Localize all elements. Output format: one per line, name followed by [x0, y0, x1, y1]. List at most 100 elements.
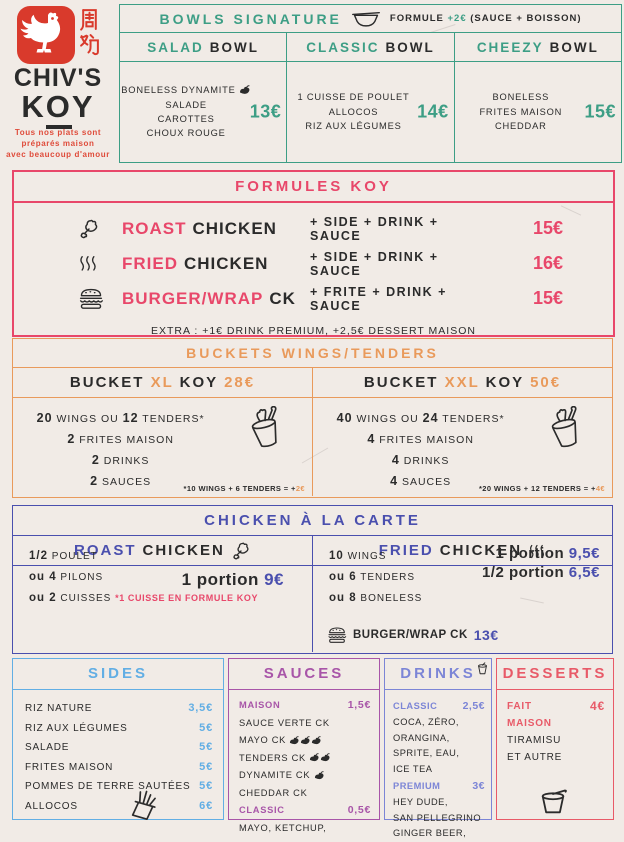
price: 1,5€ [347, 699, 371, 711]
menu-item: POMMES DE TERRE SAUTÉES 5€ [25, 777, 213, 797]
price: 3€ [472, 780, 485, 792]
sides-section: SIDES RIZ NATURE 3,5€ RIZ AUX LÉGUMES 5€ SAL… [12, 658, 224, 823]
menu-item: BONELESS [492, 92, 550, 103]
dessert-cup-icon [537, 786, 569, 815]
brand-tagline: Tous nos plats sont préparés maison avec… [6, 128, 110, 159]
menu-item: ALLOCOS [328, 106, 379, 117]
bucket-icon [542, 405, 590, 459]
menu-item: ICE TEA [393, 763, 433, 774]
sauces-section: SAUCES MAISON 1,5€ SAUCE VERTE CK MAYO CK T… [228, 658, 380, 833]
formule-extras: + SIDE + DRINK + SAUCE [310, 214, 439, 243]
section-title: SAUCES [229, 659, 379, 690]
fried-chicken-header: FRIED CHICKEN [313, 536, 612, 566]
chinese-character-ji-icon [79, 33, 100, 56]
fait-maison-label: FAIT 4€ [507, 699, 605, 713]
menu-item: DYNAMITE CK [239, 767, 371, 785]
buckets-section: BUCKETS WINGS/TENDERS BUCKET XL KOY 28€ … [12, 338, 613, 498]
price: 15€ [584, 101, 616, 122]
menu-item: FRITES MAISON [479, 106, 563, 117]
price: 0,5€ [347, 804, 371, 816]
fried-portion-prices: 1 portion 9,5€ 1/2 portion 6,5€ [482, 544, 600, 582]
bowl-icon [351, 10, 381, 28]
menu-item: CHEDDAR [495, 121, 547, 132]
menu-item: ou 2 CUISSES *1 CUISSE EN FORMULE KOY [29, 592, 259, 604]
section-title: CHICKEN À LA CARTE [13, 506, 612, 536]
burger-icon [78, 287, 122, 310]
formule-extras: + SIDE + DRINK + SAUCE [310, 249, 439, 278]
formule-name: BURGER/WRAP CK [122, 288, 296, 308]
menu-item: MAYO, KETCHUP, [239, 822, 327, 833]
chili-icon [311, 735, 322, 746]
price: 15€ [532, 218, 563, 238]
burger-icon [327, 626, 347, 644]
drumstick-icon [231, 541, 251, 561]
menu-item: 1 CUISSE DE POULET [297, 92, 410, 103]
menu-item: 2 DRINKS [91, 453, 150, 467]
menu-item: COCA, ZÉRO, [393, 717, 459, 727]
drumstick-icon [78, 218, 122, 240]
steam-icon [528, 544, 546, 559]
fries-icon [125, 789, 161, 823]
price: 5€ [199, 780, 213, 792]
bucket-header: BUCKET XXL KOY 50€ [313, 368, 612, 398]
brand-name-line1: CHIV'S [13, 64, 103, 92]
section-title: FORMULES KOY [14, 172, 613, 203]
bowl-column: BONELESS DYNAMITE SALADE CAROTTES CHOUX RO… [120, 62, 288, 162]
menu-item: SALADE [165, 99, 207, 110]
menu-item: 4 FRITES MAISON [367, 432, 474, 446]
cup-icon [477, 662, 488, 675]
drink-group-label: CLASSIC 2,5€ [393, 697, 485, 715]
menu-item: CHOUX ROUGE [146, 128, 226, 139]
bowls-signature-header: BOWLS SIGNATURE FORMULE +2€ (SAUCE + BOI… [120, 5, 621, 33]
drink-group-label: PREMIUM 3€ [393, 777, 485, 795]
bucket-column: BUCKET XXL KOY 50€ 40 WINGS OU 24 TENDER… [312, 368, 612, 496]
chili-icon [309, 753, 320, 763]
price: 2,5€ [462, 700, 485, 712]
menu-item: 40 WINGS OU 24 TENDERS* [336, 411, 505, 425]
formule-row: ROAST CHICKEN + SIDE + DRINK + SAUCE 15€ [78, 211, 563, 246]
bowl-column-header: SALAD BOWL [120, 33, 288, 61]
steam-icon [78, 255, 122, 272]
burger-wrap-line: BURGER/WRAP CK 13€ [327, 626, 499, 644]
menu-item: 20 WINGS OU 12 TENDERS* [36, 411, 205, 425]
price: 13€ [249, 101, 282, 122]
chili-icon [300, 735, 311, 746]
dessert-item: TIRAMISU [507, 735, 562, 746]
portion-price: 1/2 portion 6,5€ [481, 564, 600, 581]
bucket-header: BUCKET XL KOY 28€ [13, 368, 312, 398]
fried-chicken-column: FRIED CHICKEN 10 WINGS ou 6 TENDERS ou 8 BO… [312, 536, 612, 652]
menu-item: ORANGINA, [393, 732, 450, 743]
price: 5€ [199, 741, 213, 753]
menu-item: RIZ AUX LÉGUMES [305, 121, 402, 132]
bucket-footnote: *10 WINGS + 6 TENDERS = +2€ [183, 484, 305, 493]
sauce-group-label: MAISON 1,5€ [239, 697, 371, 715]
menu-item: ou 4 PILONS [29, 571, 104, 583]
desserts-section: DESSERTS FAIT 4€ MAISON TIRAMISU ET AUTRE [496, 658, 614, 820]
bucket-items: 20 WINGS OU 12 TENDERS* 2 FRITES MAISON 2 … [13, 398, 228, 492]
formule-row: FRIED CHICKEN + SIDE + DRINK + SAUCE 16€ [78, 246, 563, 281]
section-title: SIDES [13, 659, 223, 690]
roast-items: 1/2 POULET ou 4 PILONS ou 2 CUISSES *1 CUI… [29, 546, 258, 609]
portion-price: 1 portion 9,5€ [495, 545, 600, 562]
price: 16€ [532, 253, 563, 273]
menu-item: MAYO CK [239, 732, 371, 750]
fried-items: 10 WINGS ou 6 TENDERS ou 8 BONELESS [329, 546, 422, 609]
price: 5€ [199, 721, 213, 734]
section-title: DESSERTS [497, 659, 613, 690]
price: 15€ [532, 288, 563, 308]
desserts-body: FAIT 4€ MAISON TIRAMISU ET AUTRE [497, 690, 613, 814]
menu-item: TENDERS CK [239, 750, 371, 768]
brand-name-line2: KOY [21, 89, 94, 129]
sides-list: RIZ NATURE 3,5€ RIZ AUX LÉGUMES 5€ SALADE 5€ F… [13, 690, 223, 816]
formule-extras: + FRITE + DRINK + SAUCE [310, 284, 447, 313]
roast-portion-price: 1 portion 9€ [181, 570, 284, 589]
menu-item: 2 FRITES MAISON [67, 432, 174, 446]
section-title: BOWLS SIGNATURE [159, 10, 342, 27]
bowls-signature-section: BOWLS SIGNATURE FORMULE +2€ (SAUCE + BOI… [119, 4, 622, 163]
section-title: DRINKS [385, 659, 491, 690]
menu-item: BONELESS DYNAMITE [121, 83, 251, 97]
chinese-characters [79, 6, 100, 56]
menu-item: RIZ AUX LÉGUMES 5€ [25, 719, 213, 739]
menu-item: 1/2 POULET [29, 550, 98, 562]
chinese-character-zhou-icon [79, 8, 100, 31]
